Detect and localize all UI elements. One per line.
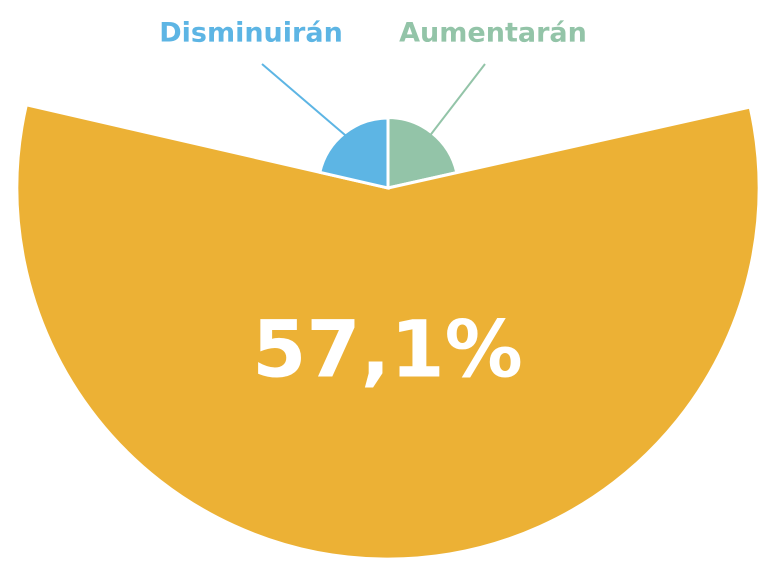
category-label: Aumentarán (399, 18, 587, 49)
category-label: Disminuirán (159, 18, 343, 49)
value-label: 57,1% (252, 305, 523, 395)
pie-slice (15, 102, 761, 561)
leader-line (428, 63, 486, 138)
leader-line (261, 63, 349, 138)
